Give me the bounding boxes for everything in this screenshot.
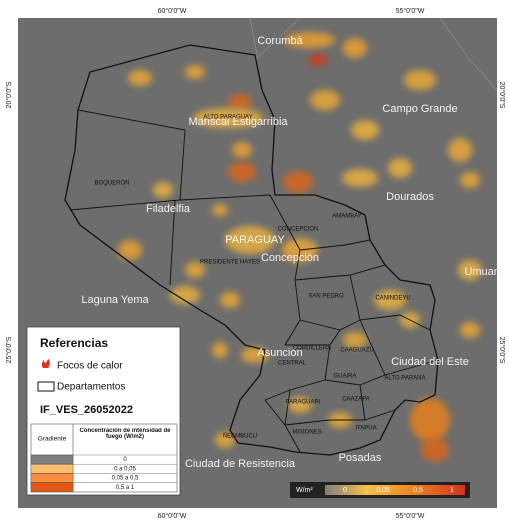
colorbar bbox=[325, 485, 465, 495]
heat-blob bbox=[185, 262, 205, 278]
place-label: Asunción bbox=[257, 347, 302, 359]
heat-blob bbox=[170, 286, 200, 304]
place-label: Corumbá bbox=[257, 35, 303, 47]
heat-blob bbox=[460, 322, 480, 338]
heat-blob bbox=[212, 204, 228, 216]
place-label: Mariscal Estigarribia bbox=[188, 116, 288, 128]
heat-blob bbox=[193, 108, 263, 128]
gradient-swatch bbox=[30, 464, 74, 474]
heat-blob bbox=[212, 342, 228, 358]
gradient-range: 0 bbox=[123, 457, 127, 463]
heat-blob bbox=[310, 90, 340, 110]
grid-label: 20°0'0"S bbox=[5, 81, 13, 108]
department-label: CAAGUAZU bbox=[340, 348, 373, 354]
department-label: BOQUERON bbox=[94, 181, 129, 187]
grid-label: 20°0'0"S bbox=[498, 82, 506, 109]
colorbar-label: 0,5 bbox=[413, 487, 423, 494]
table-header: Gradiente bbox=[38, 436, 67, 443]
department-label: ÑEEMBUCU bbox=[223, 433, 257, 440]
heat-blob bbox=[421, 438, 449, 462]
gradient-swatch bbox=[30, 473, 74, 483]
place-label: Campo Grande bbox=[382, 103, 457, 115]
heat-blob bbox=[388, 158, 412, 178]
place-label: Concepción bbox=[261, 252, 319, 264]
heat-blob bbox=[228, 94, 252, 110]
colorbar-label: 1 bbox=[450, 487, 454, 494]
grid-label: 55°0'0"W bbox=[396, 512, 425, 520]
department-boundaries bbox=[69, 109, 439, 453]
place-label: Posadas bbox=[339, 452, 382, 464]
grid-label: 25°0'0"S bbox=[5, 336, 13, 363]
heat-blob bbox=[285, 32, 335, 48]
place-label: Ciudad de Resistencia bbox=[185, 458, 296, 470]
department-label: ITAPUA bbox=[355, 426, 376, 432]
department-label: ALTO PARAGUAY bbox=[203, 115, 252, 121]
heat-blob bbox=[404, 70, 436, 90]
heat-blob bbox=[128, 70, 152, 86]
table-header: Concentración de intensidad de fuego (W/… bbox=[79, 428, 171, 440]
department-label: CENTRAL bbox=[278, 361, 307, 367]
heat-blob bbox=[343, 38, 367, 58]
heat-blob bbox=[288, 397, 312, 413]
department-label: ALTO PARANA bbox=[384, 376, 425, 382]
department-label: MISIONES bbox=[292, 430, 321, 436]
heat-blob bbox=[410, 398, 450, 442]
department-label: CORDILLERA bbox=[293, 346, 331, 352]
heat-layer bbox=[118, 32, 482, 462]
department-label: SAN PEDRO bbox=[308, 294, 344, 300]
gradient-range: 0,05 a 0,5 bbox=[112, 476, 139, 482]
heat-blob bbox=[241, 347, 269, 363]
colorbar-unit: W/m² bbox=[296, 487, 313, 494]
heat-blob bbox=[283, 171, 313, 193]
colorbar-label: 0,05 bbox=[376, 487, 390, 494]
department-label: GUAIRA bbox=[333, 374, 356, 380]
department-label: PARAGUARI bbox=[286, 400, 321, 406]
department-swatch bbox=[37, 381, 55, 392]
heat-blob bbox=[460, 172, 480, 188]
heat-blob bbox=[228, 162, 256, 182]
legend-item: Departamentos bbox=[57, 382, 125, 393]
legend-title: Referencias bbox=[40, 336, 108, 350]
gradient-swatch bbox=[30, 482, 74, 492]
border-line bbox=[249, 17, 498, 91]
department-label: PRESIDENTE HAYES bbox=[200, 260, 260, 266]
place-label: Filadelfia bbox=[146, 203, 191, 215]
heat-blob bbox=[220, 292, 240, 308]
grid-label: 60°0'0"W bbox=[158, 512, 187, 520]
heat-blob bbox=[448, 138, 472, 162]
heat-blob bbox=[308, 54, 328, 66]
table-header-box: Concentración de intensidad de fuego (W/… bbox=[79, 428, 171, 440]
place-label: Laguna Yema bbox=[81, 294, 149, 306]
heat-blob bbox=[374, 290, 406, 310]
gradient-swatch bbox=[30, 454, 74, 465]
heat-blob bbox=[153, 182, 173, 198]
place-label: Umuara bbox=[464, 266, 504, 278]
heat-blob bbox=[351, 120, 379, 140]
legend-item: Focos de calor bbox=[57, 361, 123, 372]
place-label: Ciudad del Este bbox=[391, 356, 469, 368]
department-label: AMAMBAY bbox=[332, 214, 362, 220]
place-label: PARAGUAY bbox=[225, 234, 285, 246]
place-label: Dourados bbox=[386, 191, 434, 203]
fire-icon bbox=[41, 359, 50, 368]
grid-label: 55°0'0"W bbox=[396, 7, 425, 15]
grid-label: 25°0'0"S bbox=[498, 337, 506, 364]
heat-blob bbox=[458, 260, 482, 280]
department-label: CONCEPCION bbox=[278, 227, 319, 233]
grid-label: 60°0'0"W bbox=[158, 7, 187, 15]
colorbar-label: 0 bbox=[343, 487, 347, 494]
heat-blob bbox=[343, 332, 367, 348]
department-label: CAAZAPA bbox=[342, 397, 370, 403]
heat-blob bbox=[185, 65, 205, 79]
gradient-range: 0 a 0,05 bbox=[114, 466, 136, 472]
heat-blob bbox=[118, 240, 142, 260]
heat-blob bbox=[225, 226, 275, 254]
department-label: CANINDEYU bbox=[375, 296, 410, 302]
heat-blob bbox=[342, 169, 378, 187]
layer-name: IF_VES_26052022 bbox=[40, 404, 133, 416]
gradient-range: 0,5 a 1 bbox=[116, 485, 135, 491]
heat-blob bbox=[232, 142, 252, 158]
heat-blob bbox=[215, 432, 235, 448]
